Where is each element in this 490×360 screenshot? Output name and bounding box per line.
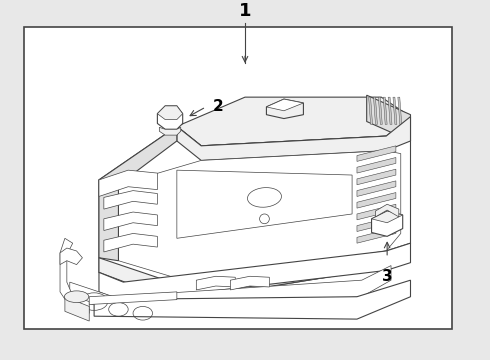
Bar	[24, 27, 452, 329]
Polygon shape	[104, 233, 157, 252]
Polygon shape	[393, 97, 397, 125]
Polygon shape	[357, 204, 396, 220]
Polygon shape	[267, 99, 303, 118]
Polygon shape	[94, 280, 411, 319]
Polygon shape	[104, 190, 157, 209]
Text: 3: 3	[382, 270, 392, 284]
Polygon shape	[357, 146, 396, 161]
Polygon shape	[357, 228, 396, 243]
Polygon shape	[89, 292, 177, 305]
Polygon shape	[230, 276, 270, 290]
Polygon shape	[357, 216, 396, 231]
Polygon shape	[60, 248, 82, 265]
Polygon shape	[398, 97, 402, 125]
Polygon shape	[378, 97, 382, 125]
Polygon shape	[371, 211, 403, 237]
Polygon shape	[357, 158, 396, 173]
Polygon shape	[267, 99, 303, 111]
Polygon shape	[375, 204, 399, 217]
Polygon shape	[383, 97, 387, 125]
Polygon shape	[196, 276, 235, 290]
Polygon shape	[388, 97, 392, 125]
Polygon shape	[99, 126, 177, 185]
Ellipse shape	[64, 291, 89, 302]
Polygon shape	[99, 180, 119, 261]
Polygon shape	[368, 97, 372, 125]
Polygon shape	[119, 151, 401, 284]
Polygon shape	[70, 266, 391, 311]
Polygon shape	[157, 106, 183, 120]
Polygon shape	[367, 95, 411, 141]
Polygon shape	[177, 97, 411, 146]
Polygon shape	[177, 117, 411, 161]
Polygon shape	[357, 181, 396, 197]
Polygon shape	[157, 106, 183, 129]
Text: 1: 1	[239, 2, 251, 20]
Polygon shape	[99, 170, 157, 197]
Text: 2: 2	[213, 99, 223, 114]
Polygon shape	[357, 169, 396, 185]
Polygon shape	[60, 238, 89, 313]
Polygon shape	[371, 211, 403, 223]
Polygon shape	[104, 212, 157, 230]
Polygon shape	[159, 127, 181, 135]
Polygon shape	[99, 126, 411, 302]
Polygon shape	[357, 193, 396, 208]
Polygon shape	[99, 243, 411, 302]
Polygon shape	[99, 243, 411, 302]
Polygon shape	[373, 97, 377, 125]
Polygon shape	[65, 297, 89, 321]
Polygon shape	[177, 170, 352, 238]
